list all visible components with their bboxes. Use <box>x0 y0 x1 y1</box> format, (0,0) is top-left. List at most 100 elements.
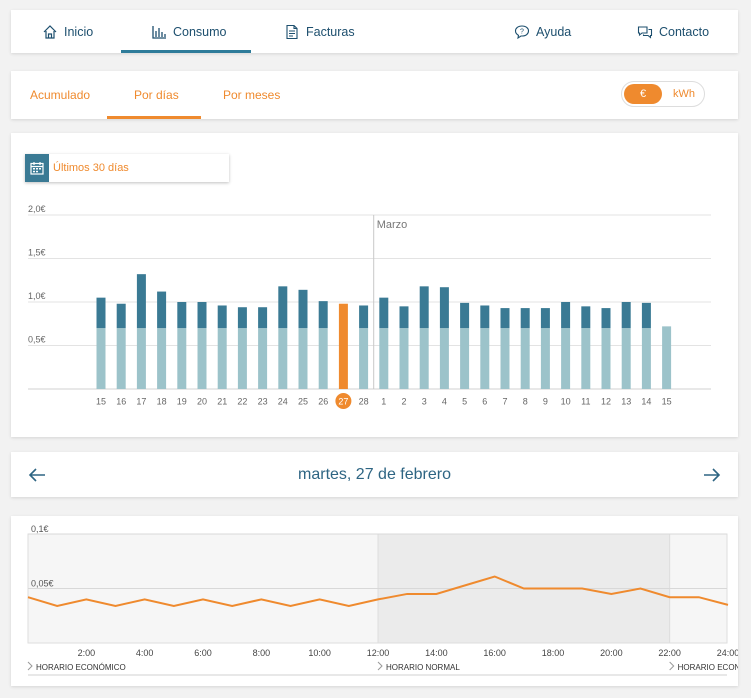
help-bubble-icon: ? <box>514 24 530 39</box>
unit-euro-button[interactable]: € <box>624 84 662 104</box>
bar-segment-base <box>439 328 449 389</box>
x-tick-label: 24 <box>278 397 288 407</box>
bar-segment-base <box>379 328 389 389</box>
tab-por-meses[interactable]: Por meses <box>223 88 281 102</box>
bar-segment-base <box>318 328 328 389</box>
bar-segment-peak <box>298 289 308 329</box>
x-tick-label: 21 <box>217 397 227 407</box>
x-tick-label: 9 <box>543 397 548 407</box>
bar-segment-base <box>177 328 187 389</box>
bar-segment-base <box>278 328 288 389</box>
bar-segment-peak <box>480 305 490 329</box>
y-tick-label: 2,0€ <box>28 204 46 214</box>
selected-day-marker <box>335 393 352 409</box>
bar-segment-base <box>561 328 571 389</box>
x-tick-label: 15 <box>96 397 106 407</box>
x-tick-label: 8 <box>523 397 528 407</box>
x-tick-label: 22:00 <box>658 648 681 658</box>
x-tick-label: 4:00 <box>136 648 154 658</box>
month-label: Marzo <box>377 219 408 231</box>
bar-segment-base <box>662 326 672 389</box>
nav-item-contacto[interactable]: Contacto <box>637 10 709 53</box>
bar-segment-peak <box>359 305 369 329</box>
x-tick-label: 6:00 <box>194 648 212 658</box>
bar-segment-peak <box>561 302 571 329</box>
bar-segment-peak <box>116 303 126 329</box>
bar-segment-base <box>500 328 510 389</box>
x-tick-label: 15 <box>662 397 672 407</box>
band-label: HORARIO ECONÓMICO <box>678 663 738 672</box>
band-label: HORARIO NORMAL <box>386 663 460 672</box>
bar-segment-peak <box>520 308 530 329</box>
bar-segment-peak <box>641 302 651 329</box>
bar-segment-base <box>197 328 207 389</box>
x-tick-label: 3 <box>422 397 427 407</box>
nav-label-ayuda: Ayuda <box>536 24 572 39</box>
bar-segment-peak <box>419 286 429 329</box>
x-tick-label: 23 <box>258 397 268 407</box>
date-navigator: martes, 27 de febrero <box>11 452 738 497</box>
bar-segment-peak <box>439 287 449 329</box>
prev-day-button[interactable] <box>17 452 57 497</box>
tab-acumulado[interactable]: Acumulado <box>30 88 91 102</box>
view-tabs: Acumulado Por días Por meses € kWh <box>11 71 738 119</box>
nav-active-indicator <box>121 50 251 53</box>
bar-segment-peak <box>581 306 591 329</box>
bar-segment-peak <box>177 302 187 329</box>
bar-segment-peak <box>318 301 328 329</box>
hourly-line-chart: 0,1€ 0,05€ 2:00 4:00 6:00 8:00 10:00 12:00 14:00… <box>27 524 738 676</box>
x-tick-label: 5 <box>462 397 467 407</box>
bar-segment-peak <box>601 308 611 329</box>
bar-segment-base <box>116 328 126 389</box>
x-tick-label: 16 <box>116 397 126 407</box>
arrow-left-icon <box>28 467 45 482</box>
bar-segment-base <box>258 328 268 389</box>
bar-segment-peak <box>136 274 146 329</box>
arrow-right-icon <box>704 467 721 482</box>
y-tick-label: 0,05€ <box>31 579 54 589</box>
x-tick-label: 20:00 <box>600 648 623 658</box>
range-selector[interactable]: Últimos 30 días <box>25 154 229 182</box>
bar-segment-base <box>399 328 409 389</box>
consumption-line <box>27 575 729 607</box>
x-tick-label: 22 <box>237 397 247 407</box>
svg-text:?: ? <box>520 28 524 35</box>
bar-segment-peak <box>621 302 631 329</box>
bar-segment-peak <box>258 307 268 329</box>
x-tick-label: 26 <box>318 397 328 407</box>
next-day-button[interactable] <box>692 452 732 497</box>
nav-label-inicio: Inicio <box>64 24 94 39</box>
x-tick-label: 14 <box>641 397 651 407</box>
nav-item-ayuda[interactable]: ? Ayuda <box>514 10 571 53</box>
bar-segment-base <box>298 328 308 389</box>
selected-date-title: martes, 27 de febrero <box>298 466 451 483</box>
main-nav: Inicio Consumo Facturas ? Ayuda Contacto <box>11 10 738 53</box>
x-tick-label: 6 <box>482 397 487 407</box>
x-tick-label: 11 <box>581 397 590 407</box>
nav-label-facturas: Facturas <box>306 24 355 39</box>
y-tick-label: 1,0€ <box>28 291 46 301</box>
hourly-chart-card: 0,1€ 0,05€ 2:00 4:00 6:00 8:00 10:00 12:00 14:00… <box>11 516 738 686</box>
unit-kwh-button[interactable]: kWh <box>673 88 695 100</box>
band-label: HORARIO ECONÓMICO <box>36 663 126 672</box>
band-marker-icon <box>377 661 383 671</box>
x-tick-label: 12:00 <box>367 648 390 658</box>
bar-segment-base <box>520 328 530 389</box>
calendar-icon <box>25 154 49 182</box>
bar-segment-peak <box>96 297 106 329</box>
bar-segment-peak <box>278 286 288 329</box>
x-tick-label: 4 <box>442 397 447 407</box>
nav-item-consumo[interactable]: Consumo <box>151 10 227 53</box>
nav-item-facturas[interactable]: Facturas <box>284 10 355 53</box>
x-tick-label: 24:00 <box>717 648 738 658</box>
x-tick-label: 28 <box>359 397 369 407</box>
nav-label-consumo: Consumo <box>173 24 227 39</box>
x-tick-label: 13 <box>621 397 631 407</box>
x-tick-label: 7 <box>502 397 507 407</box>
tab-por-dias[interactable]: Por días <box>134 88 179 102</box>
bar-segment-peak <box>157 291 167 329</box>
bar-segment-base <box>621 328 631 389</box>
y-tick-label: 0,1€ <box>31 524 49 534</box>
bar-segment-peak <box>460 302 470 329</box>
nav-item-inicio[interactable]: Inicio <box>42 10 93 53</box>
